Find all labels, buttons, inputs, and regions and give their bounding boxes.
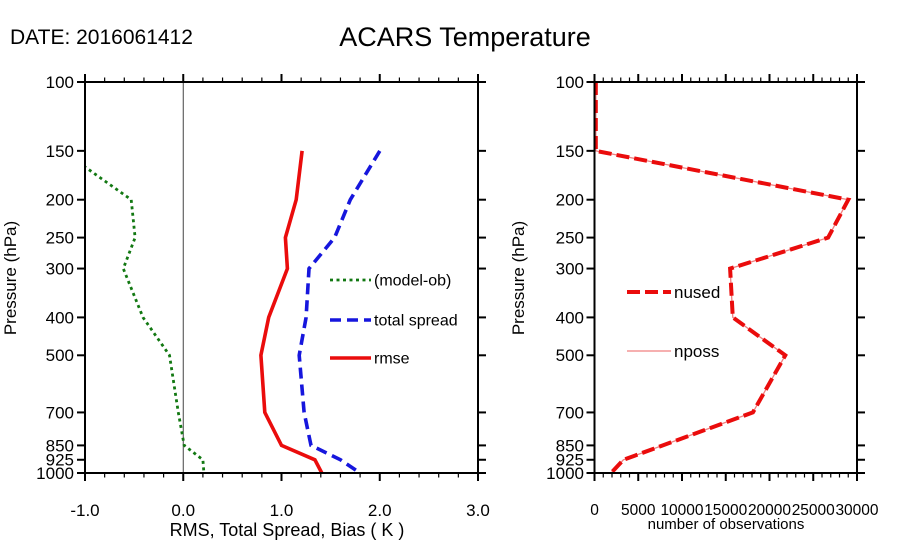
y-tick-label: 200 [46, 191, 74, 210]
legend-label: nused [674, 283, 720, 302]
left-curves [85, 149, 382, 473]
nposs-curve [595, 82, 850, 473]
y-tick-label: 300 [556, 260, 584, 279]
y-tick-label: 700 [46, 403, 74, 422]
y-tick-label: 250 [46, 229, 74, 248]
x-tick-label: 10000 [660, 502, 703, 519]
legend-label: total spread [374, 313, 458, 330]
y-tick-label: 150 [556, 142, 584, 161]
right-plot-frame [593, 81, 858, 474]
model-ob-curve [85, 165, 206, 473]
y-tick-label: 250 [556, 229, 584, 248]
y-tick-label: 850 [46, 436, 74, 455]
x-tick-label: 25000 [792, 502, 835, 519]
right-curves [594, 82, 852, 473]
y-tick-label: 100 [556, 73, 584, 92]
y-tick-label: 500 [46, 346, 74, 365]
y-tick-label: 100 [46, 73, 74, 92]
y-tick-label: 400 [46, 308, 74, 327]
legend-item-model-ob: (model-ob) [330, 273, 451, 290]
x-tick-label: 2.0 [368, 501, 392, 520]
y-tick-label: 1000 [36, 464, 74, 483]
x-tick-label: 15000 [704, 502, 747, 519]
page-title: ACARS Temperature [339, 22, 591, 52]
nused-curve [594, 82, 852, 473]
y-tick-label: 200 [556, 191, 584, 210]
x-tick-label: 30000 [835, 502, 878, 519]
y-tick-label: 850 [556, 436, 584, 455]
y-tick-label: 300 [46, 260, 74, 279]
legend-label: (model-ob) [374, 273, 451, 290]
legend-label: rmse [374, 351, 410, 368]
right-x-axis-label: number of observations [648, 516, 805, 533]
x-tick-label: 3.0 [466, 501, 490, 520]
right-plot: 0 5000 10000 15000 20000 25000 30000 100 150 200 2… [509, 73, 879, 533]
legend-item-rmse: rmse [330, 351, 410, 368]
left-y-axis-label: Pressure (hPa) [1, 221, 20, 335]
date-label: DATE: 2016061412 [10, 26, 193, 49]
x-tick-label: 20000 [748, 502, 791, 519]
y-tick-label: 925 [46, 451, 74, 470]
legend-item-nused: nused [627, 283, 720, 302]
y-tick-label: 700 [556, 403, 584, 422]
left-plot: -1.0 0.0 1.0 2.0 3.0 100 150 200 250 300 400 500 700… [1, 73, 490, 540]
rmse-curve [259, 150, 324, 473]
x-tick-label: 0.0 [171, 501, 195, 520]
total-spread-curve [297, 149, 382, 473]
legend-label: nposs [674, 342, 719, 361]
legend-item-total-spread: total spread [330, 313, 458, 330]
y-tick-label: 1000 [546, 464, 584, 483]
x-tick-label: 0 [590, 502, 599, 519]
y-tick-label: 925 [556, 451, 584, 470]
right-y-axis-label: Pressure (hPa) [509, 221, 528, 335]
left-x-axis-label: RMS, Total Spread, Bias ( K ) [170, 520, 405, 540]
y-tick-label: 500 [556, 346, 584, 365]
x-tick-label: 5000 [621, 502, 656, 519]
x-tick-label: -1.0 [70, 501, 99, 520]
y-tick-label: 400 [556, 308, 584, 327]
legend-item-nposs: nposs [627, 342, 719, 361]
y-tick-label: 150 [46, 142, 74, 161]
x-tick-label: 1.0 [270, 501, 294, 520]
